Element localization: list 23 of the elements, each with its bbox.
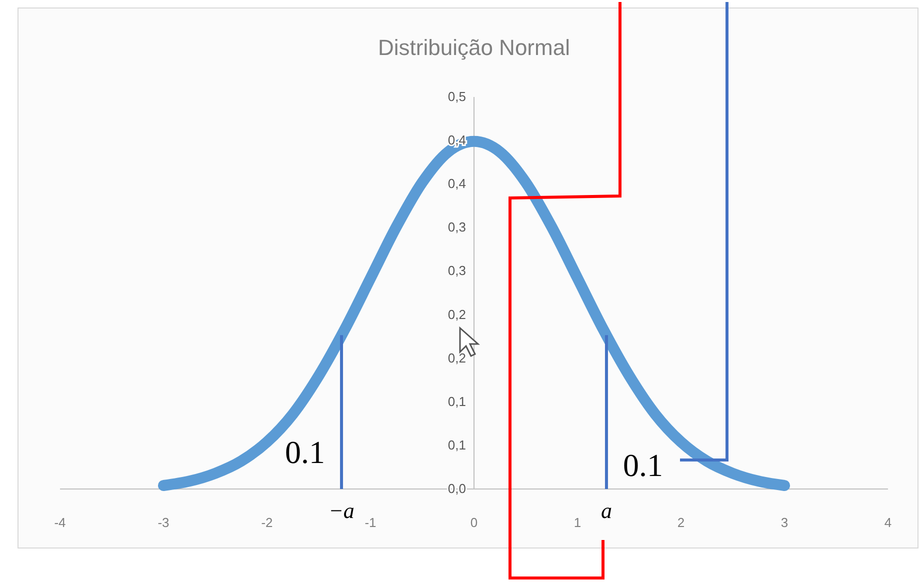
chart-title: Distribuição Normal (378, 35, 570, 60)
y-tick-label: 0,4 (448, 176, 466, 192)
y-tick-label: 0,1 (448, 394, 466, 409)
y-tick-label: 0,1 (448, 437, 466, 452)
y-tick-label: 0,2 (448, 306, 466, 322)
ref-line-label: −a (328, 498, 354, 523)
x-tick-label: -3 (158, 515, 170, 530)
ref-line-label: a (600, 498, 612, 523)
y-tick-label: 0,3 (448, 220, 466, 235)
annotation: 0.1 (623, 447, 663, 483)
y-tick-label: 0,0 (448, 481, 466, 496)
x-tick-label: -1 (364, 515, 376, 530)
y-tick-label: 0,2 (448, 350, 466, 366)
y-tick-label: 0,3 (448, 263, 466, 278)
x-tick-label: 4 (884, 515, 892, 530)
x-tick-label: 1 (574, 515, 582, 530)
x-tick-label: 3 (780, 515, 788, 530)
x-tick-label: 2 (677, 515, 685, 530)
x-tick-label: -2 (261, 515, 273, 530)
annotation: 0.1 (285, 434, 325, 470)
x-tick-label: 0 (470, 515, 478, 530)
y-tick-label: 0,5 (448, 89, 466, 104)
x-tick-label: -4 (54, 515, 66, 530)
